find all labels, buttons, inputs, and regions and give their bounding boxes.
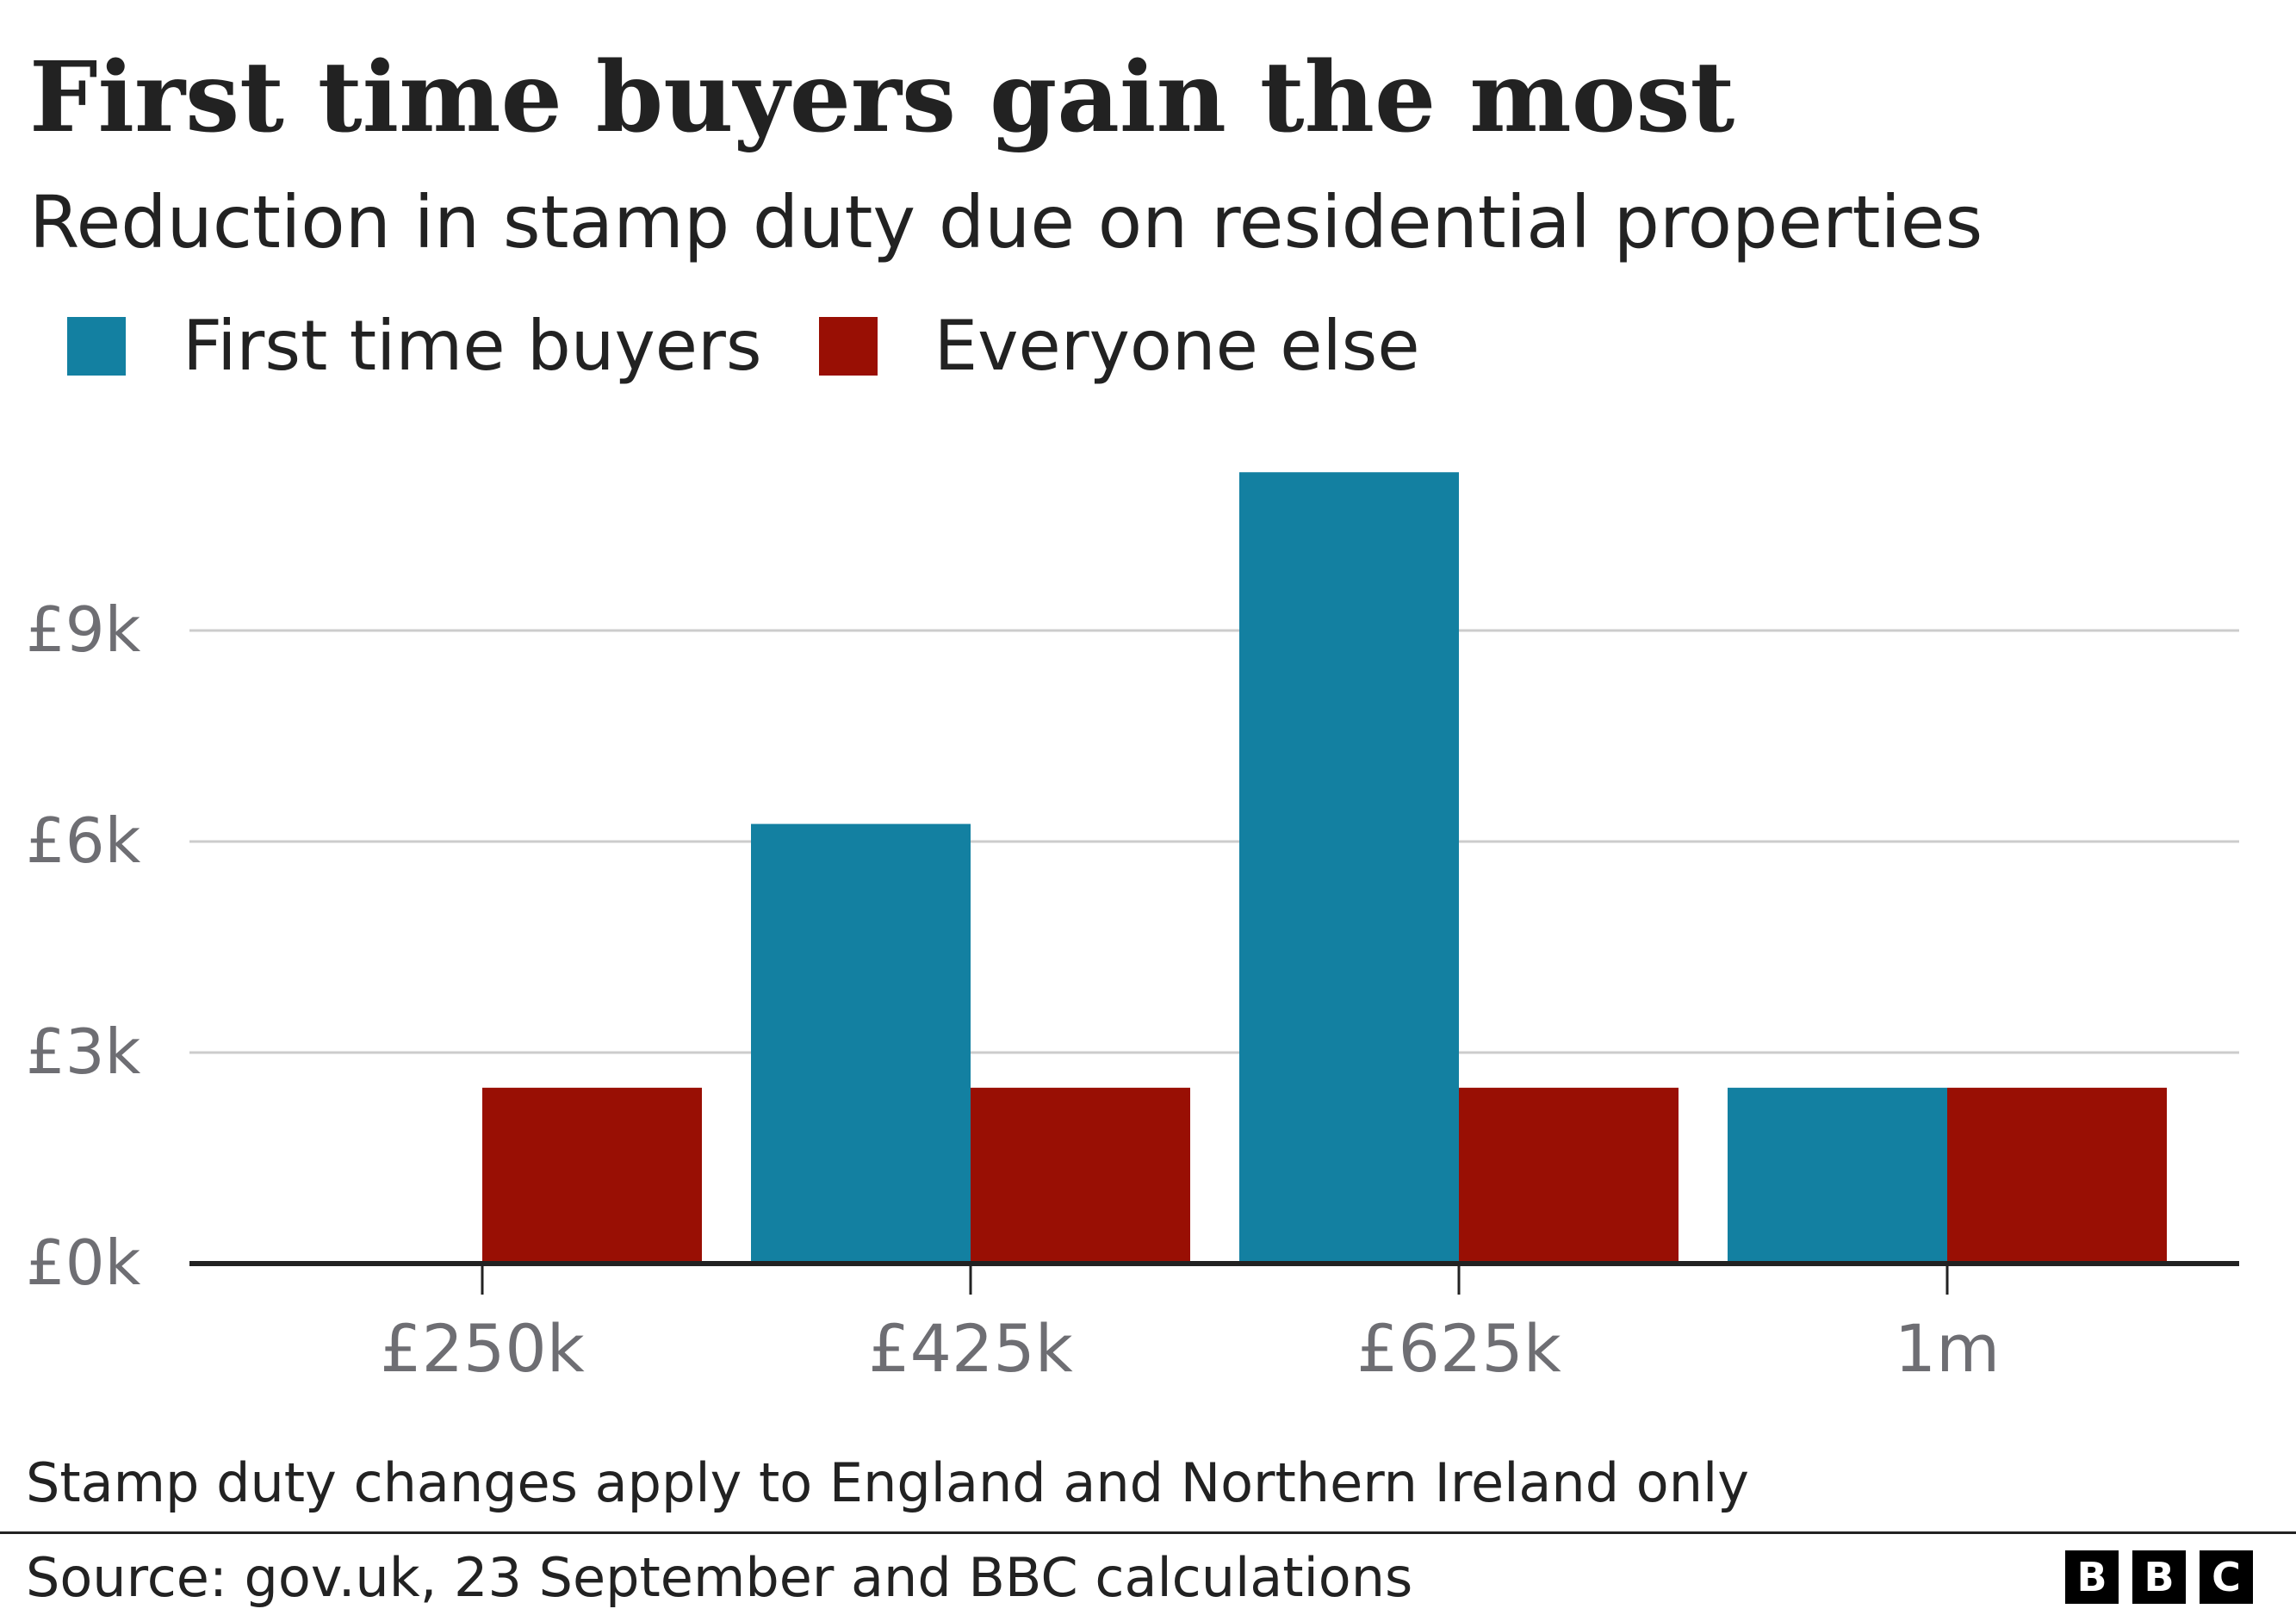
x-tick-label: £625k — [1356, 1310, 1561, 1387]
bar — [1459, 1087, 1679, 1264]
x-tick-label: £425k — [868, 1310, 1072, 1387]
bar — [971, 1087, 1190, 1264]
y-tick-label: £6k — [26, 804, 141, 877]
logo-letter-b1: B — [2065, 1550, 2119, 1604]
bar — [1947, 1087, 2167, 1264]
bar — [751, 823, 971, 1264]
legend-label-first-time-buyers: First time buyers — [183, 306, 762, 386]
legend: First time buyers Everyone else — [67, 306, 1477, 386]
y-tick-label: £0k — [26, 1227, 141, 1299]
chart-title: First time buyers gain the most — [29, 41, 1735, 154]
legend-item-everyone-else: Everyone else — [818, 306, 1420, 386]
y-tick-label: £9k — [26, 593, 141, 666]
footnote: Stamp duty changes apply to England and … — [26, 1451, 1749, 1514]
bbc-logo: B B C — [2051, 1550, 2253, 1604]
source-text: Source: gov.uk, 23 September and BBC cal… — [26, 1546, 1413, 1609]
legend-label-everyone-else: Everyone else — [934, 306, 1420, 386]
legend-swatch-everyone-else — [818, 316, 878, 376]
logo-letter-c: C — [2200, 1550, 2253, 1604]
footer-divider — [0, 1531, 2296, 1534]
bar — [482, 1087, 702, 1264]
legend-item-first-time-buyers: First time buyers — [67, 306, 762, 386]
legend-swatch-first-time-buyers — [67, 316, 126, 376]
bar-chart: £0k £3k £6k £9k £250k £425k £625k 1m — [26, 472, 2239, 1387]
y-tick-label: £3k — [26, 1016, 141, 1088]
bar — [1728, 1087, 1947, 1264]
x-tick-label: 1m — [1895, 1310, 2000, 1387]
bar — [1239, 472, 1459, 1264]
logo-letter-b2: B — [2132, 1550, 2186, 1604]
chart-subtitle: Reduction in stamp duty due on residenti… — [29, 180, 1983, 264]
x-tick-label: £250k — [380, 1310, 584, 1387]
